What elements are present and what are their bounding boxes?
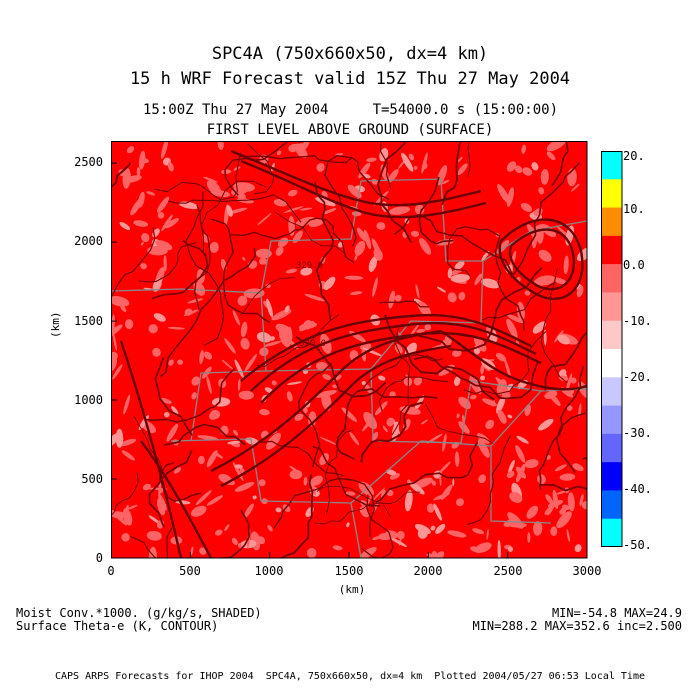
y-tick-label: 2500 (74, 155, 103, 169)
contour-field-stats: MIN=288.2 MAX=352.6 inc=2.500 (472, 619, 682, 633)
colorbar (601, 151, 623, 547)
contour-label-329: 329.0 (296, 261, 323, 271)
y-tick-label: 0 (95, 551, 103, 565)
colorbar-swatch (601, 179, 622, 208)
colorbar-tick-label: -20. (623, 370, 652, 384)
main-contour-band (119, 149, 587, 558)
x-tick-marks (111, 552, 588, 558)
colorbar-swatch (601, 207, 622, 237)
shaded-field-label: Moist Conv.*1000. (g/kg/s, SHADED) (16, 606, 262, 620)
colorbar-tick-label: 0.0 (623, 258, 645, 272)
colorbar-swatch (601, 349, 622, 378)
y-tick-marks (111, 162, 117, 559)
x-tick-label: 0 (107, 564, 115, 578)
theta-e-contours (111, 141, 587, 558)
contour-label-320: 320.0 (299, 339, 326, 349)
x-tick-label: 2500 (493, 564, 523, 578)
colorbar-swatch (601, 151, 622, 180)
x-axis-label: (km) (338, 583, 366, 596)
y-tick-label: 1000 (74, 393, 103, 407)
colorbar-tick-label: 20. (623, 149, 645, 163)
x-tick-label: 2000 (413, 564, 443, 578)
title-line-1: SPC4A (750x660x50, dx=4 km) (211, 44, 489, 64)
contour-field-label: Surface Theta-e (K, CONTOUR) (16, 619, 219, 633)
x-tick-label: 500 (179, 564, 201, 578)
colorbar-frame (601, 151, 623, 547)
map-plot: 329.0 320.0 (111, 141, 588, 559)
valid-time: 15:00Z Thu 27 May 2004 (143, 102, 329, 118)
colorbar-tick-label: -50. (623, 538, 652, 552)
colorbar-tick-label: 10. (623, 202, 645, 216)
y-tick-label: 2000 (74, 234, 103, 248)
colorbar-swatch (601, 292, 622, 322)
y-axis-label: (km) (49, 311, 62, 339)
colorbar-swatch (601, 518, 622, 547)
y-tick-label: 1500 (74, 314, 103, 328)
colorbar-swatch (601, 405, 622, 435)
x-tick-label: 1000 (254, 564, 284, 578)
colorbar-swatch (601, 433, 622, 463)
colorbar-tick-label: -10. (623, 314, 652, 328)
y-tick-label: 500 (81, 472, 103, 486)
colorbar-tick-label: -40. (623, 482, 652, 496)
x-tick-label: 1500 (334, 564, 364, 578)
model-time: T=54000.0 s (15:00:00) (372, 102, 558, 118)
colorbar-tick-label: -30. (623, 426, 652, 440)
level-label: FIRST LEVEL ABOVE GROUND (SURFACE) (206, 122, 494, 138)
colorbar-swatch (601, 490, 622, 520)
shaded-field-stats: MIN=-54.8 MAX=24.9 (551, 606, 682, 620)
colorbar-swatch (601, 235, 622, 265)
colorbar-swatch (601, 320, 622, 350)
x-tick-label: 3000 (572, 564, 602, 578)
colorbar-swatch (601, 264, 622, 293)
title-line-2: 15 h WRF Forecast valid 15Z Thu 27 May 2… (129, 69, 571, 89)
colorbar-swatch (601, 462, 622, 491)
colorbar-swatch (601, 377, 622, 406)
credit-line: CAPS ARPS Forecasts for IHOP 2004 SPC4A,… (54, 671, 645, 682)
